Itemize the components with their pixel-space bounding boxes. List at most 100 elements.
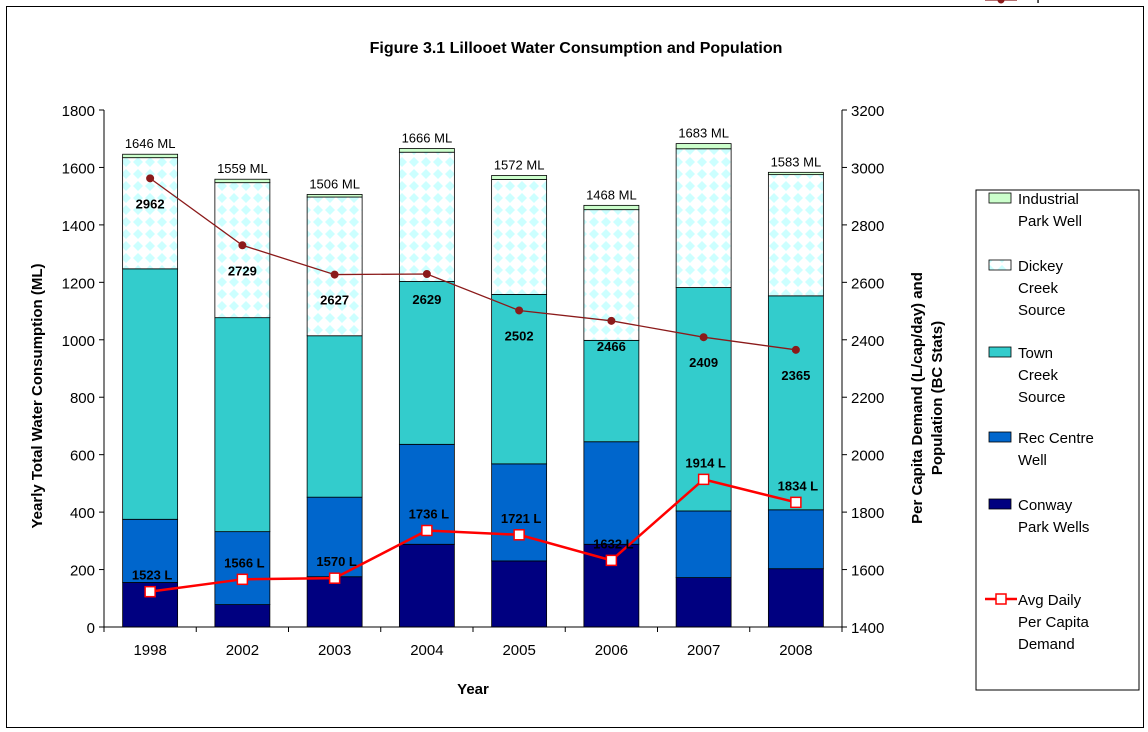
total-label: 1683 ML xyxy=(678,126,729,141)
bar-segment xyxy=(491,179,548,295)
bar-segment xyxy=(398,281,455,445)
x-tick-label: 2002 xyxy=(226,642,259,659)
total-label: 1666 ML xyxy=(402,130,453,145)
y-tick-label: 800 xyxy=(70,390,95,407)
y2-axis-label-line2: Population (BC Stats) xyxy=(929,321,946,475)
legend-label: Population xyxy=(1018,0,1089,4)
data-label: 2502 xyxy=(505,328,534,343)
total-label: 1468 ML xyxy=(586,187,637,202)
bar-segment xyxy=(306,576,363,628)
bar-segment xyxy=(767,509,824,570)
y-axis-label: Yearly Total Water Consumption (ML) xyxy=(29,263,46,528)
y2-tick-label: 3200 xyxy=(851,103,884,120)
x-axis-label: Year xyxy=(457,681,489,698)
y-tick-label: 400 xyxy=(70,505,95,522)
bar-segment xyxy=(122,153,179,159)
x-tick-label: 2004 xyxy=(410,642,443,659)
legend-label: Avg Daily xyxy=(1018,592,1082,609)
total-label: 1583 ML xyxy=(771,154,822,169)
legend-swatch xyxy=(988,259,1012,271)
data-label: 2627 xyxy=(320,293,349,308)
bar-segment xyxy=(675,148,732,288)
data-label: 1834 L xyxy=(778,478,819,493)
bar-segment xyxy=(583,441,640,545)
y2-tick-label: 2800 xyxy=(851,218,884,235)
x-tick-label: 2006 xyxy=(595,642,628,659)
data-point-marker xyxy=(146,174,155,183)
total-label: 1559 ML xyxy=(217,161,268,176)
bar-segment xyxy=(214,317,271,533)
bar-segment xyxy=(767,295,824,511)
data-label: 2962 xyxy=(136,196,165,211)
legend-label: Dickey xyxy=(1018,258,1064,275)
y-tick-label: 1400 xyxy=(62,218,95,235)
data-point-marker xyxy=(699,333,708,342)
bar-segment xyxy=(675,143,732,150)
series-line xyxy=(149,477,797,593)
y-tick-label: 1000 xyxy=(62,333,95,350)
legend-label: Park Wells xyxy=(1018,519,1089,536)
legend-marker xyxy=(997,0,1005,4)
bar-segment xyxy=(767,568,824,628)
legend-label: Per Capita xyxy=(1018,614,1090,631)
y-tick-label: 200 xyxy=(70,563,95,580)
bar-segment xyxy=(306,194,363,198)
y2-tick-label: 2200 xyxy=(851,390,884,407)
data-point-marker xyxy=(605,554,618,567)
bar-segment xyxy=(306,196,363,337)
bar-segment xyxy=(398,543,455,628)
data-point-marker xyxy=(330,270,339,279)
legend-label: Source xyxy=(1018,302,1066,319)
y2-tick-label: 2000 xyxy=(851,448,884,465)
data-label: 1914 L xyxy=(685,455,726,470)
data-point-marker xyxy=(790,496,802,509)
data-point-marker xyxy=(238,241,247,250)
y2-tick-label: 1600 xyxy=(851,563,884,580)
data-label: 2365 xyxy=(781,368,810,383)
data-point-marker xyxy=(421,524,433,537)
legend-label: Creek xyxy=(1018,280,1059,297)
bar-segment xyxy=(491,175,548,180)
bar-segment xyxy=(214,182,271,319)
bar-segment xyxy=(214,178,271,184)
bar-segment xyxy=(122,518,179,583)
bar-segment xyxy=(675,577,732,628)
data-label: 2466 xyxy=(597,339,626,354)
y2-tick-label: 2400 xyxy=(851,333,884,350)
data-point-marker xyxy=(236,573,249,586)
y-tick-label: 1200 xyxy=(62,275,95,292)
bar-segment xyxy=(306,335,363,498)
series-line xyxy=(149,177,796,351)
legend-label: Town xyxy=(1018,345,1053,362)
legend: Industrial Park Well Dickey Creek Source Town… xyxy=(975,0,1140,691)
bar-segment xyxy=(767,174,824,297)
y2-tick-label: 3000 xyxy=(851,160,884,177)
bar-segment xyxy=(398,151,455,282)
legend-label: Industrial xyxy=(1018,191,1079,208)
legend-label: Rec Centre xyxy=(1018,430,1094,447)
total-label: 1506 ML xyxy=(309,176,360,191)
bar-segment xyxy=(122,157,179,270)
data-label: 1566 L xyxy=(224,555,265,570)
legend-label: Well xyxy=(1018,452,1047,469)
legend-label: Park Well xyxy=(1018,213,1082,230)
bar-segment xyxy=(583,204,640,211)
data-label: 1721 L xyxy=(501,511,542,526)
data-point-marker xyxy=(513,529,525,541)
x-tick-label: 2005 xyxy=(502,642,535,659)
bar-segment xyxy=(491,463,548,562)
data-point-marker xyxy=(515,306,524,315)
data-label: 1570 L xyxy=(316,554,357,569)
data-point-marker xyxy=(144,585,156,598)
data-point-marker xyxy=(422,270,431,279)
total-label: 1572 ML xyxy=(494,157,545,172)
y2-tick-label: 1800 xyxy=(851,505,884,522)
data-label: 2629 xyxy=(412,292,441,307)
legend-swatch xyxy=(988,346,1012,358)
y-tick-label: 1600 xyxy=(62,160,95,177)
bar-segment xyxy=(122,268,179,520)
legend-swatch xyxy=(988,498,1012,510)
data-label: 2729 xyxy=(228,263,257,278)
data-point-marker xyxy=(328,572,341,584)
data-label: 1523 L xyxy=(132,568,173,583)
